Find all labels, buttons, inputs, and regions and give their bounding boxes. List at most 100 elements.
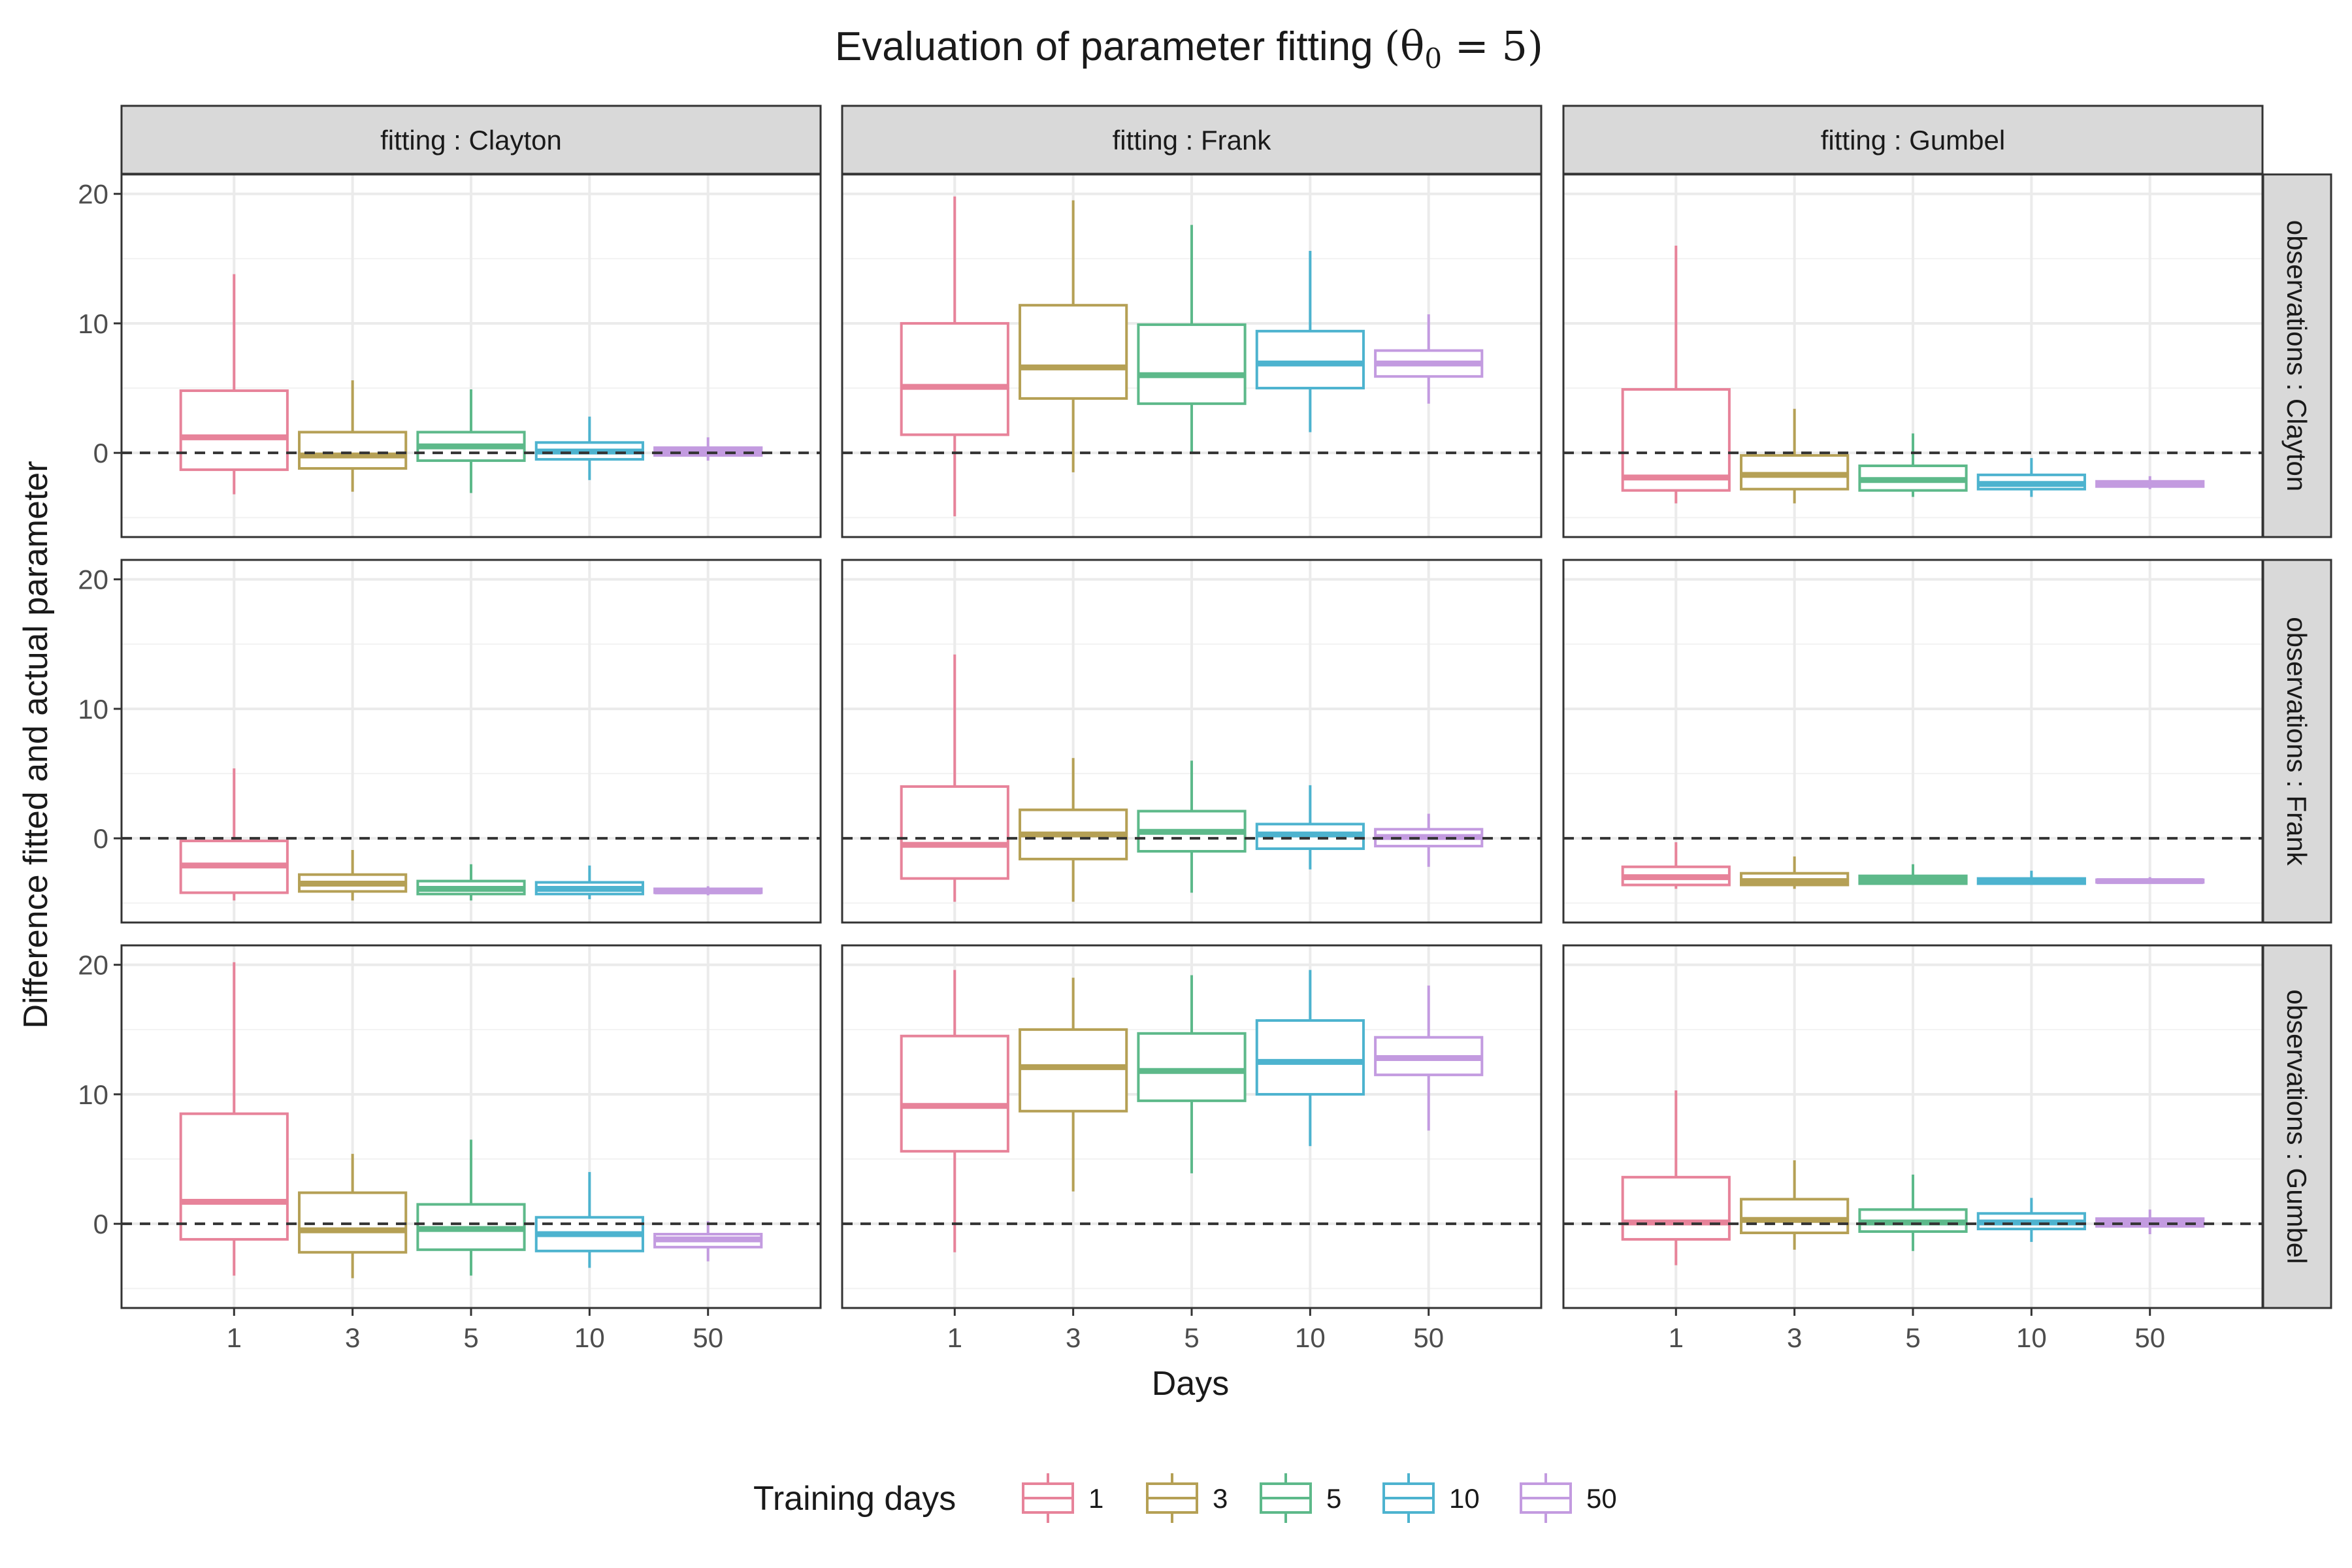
box-3 xyxy=(1740,1160,1850,1250)
box-50 xyxy=(2095,476,2205,489)
legend-item-50: 50 xyxy=(1520,1473,1617,1523)
facet-panels: fitting : Clayton fitting : Frank fitting … xyxy=(78,105,2332,1353)
box-1 xyxy=(900,196,1009,517)
panel-border xyxy=(841,559,1543,924)
x-tick-label: 10 xyxy=(2016,1322,2047,1353)
box-body xyxy=(1137,323,1247,405)
box-10 xyxy=(1255,970,1365,1147)
row-strip-label: observations : Gumbel xyxy=(2281,989,2312,1264)
column-strip: fitting : Clayton xyxy=(120,105,822,175)
x-tick-label: 1 xyxy=(947,1322,962,1353)
y-axis-label: Difference fitted and actual parameter xyxy=(17,461,55,1028)
box-body xyxy=(298,431,408,470)
box-1 xyxy=(1621,246,1731,504)
box-body xyxy=(1019,1028,1128,1113)
x-tick-label: 1 xyxy=(227,1322,242,1353)
column-strip-label: fitting : Frank xyxy=(1113,125,1272,155)
legend-item-label: 50 xyxy=(1586,1483,1617,1514)
facet-panel xyxy=(841,559,1543,924)
box-3 xyxy=(1740,856,1850,889)
chart-title-text: Evaluation of parameter fitting xyxy=(835,24,1384,69)
column-strip-label: fitting : Clayton xyxy=(380,125,562,155)
legend-title: Training days xyxy=(753,1480,956,1518)
legend-item-10: 10 xyxy=(1382,1473,1480,1523)
facet-panel xyxy=(841,173,1543,538)
box-body xyxy=(1740,1198,1850,1235)
legend-item-5: 5 xyxy=(1260,1473,1341,1523)
box-3 xyxy=(298,850,408,901)
box-body xyxy=(900,1034,1009,1153)
box-50 xyxy=(653,886,763,896)
strip-background xyxy=(841,105,1543,175)
legend-item-label: 3 xyxy=(1213,1483,1228,1514)
box-3 xyxy=(1019,758,1128,902)
panel-border xyxy=(1562,173,2264,538)
legend-item-3: 3 xyxy=(1146,1473,1228,1523)
facet-panel: 0 10 20 1 3 5 10 50 xyxy=(78,944,822,1353)
box-10 xyxy=(1255,785,1365,870)
column-strip: fitting : Gumbel xyxy=(1562,105,2264,175)
box-5 xyxy=(1858,864,1968,885)
box-5 xyxy=(1858,433,1968,497)
box-1 xyxy=(1621,842,1731,889)
box-body xyxy=(1621,388,1731,492)
x-tick-label: 3 xyxy=(1066,1322,1081,1353)
legend-item-label: 1 xyxy=(1088,1483,1103,1514)
box-5 xyxy=(416,389,526,493)
legend-item-label: 10 xyxy=(1449,1483,1480,1514)
box-10 xyxy=(1976,458,2086,497)
chart-title-math-end: = 5) xyxy=(1442,22,1543,70)
legend-item-label: 5 xyxy=(1326,1483,1341,1514)
box-3 xyxy=(1019,200,1128,472)
y-tick-label: 10 xyxy=(78,1079,108,1110)
box-50 xyxy=(653,1221,763,1262)
panel-border xyxy=(120,173,822,538)
box-3 xyxy=(298,380,408,492)
box-body xyxy=(1255,329,1365,390)
box-5 xyxy=(1137,225,1247,453)
facet-panel xyxy=(1562,559,2264,924)
x-tick-label: 50 xyxy=(1413,1322,1444,1353)
box-body xyxy=(900,321,1009,436)
row-strip-label: observations : Clayton xyxy=(2281,220,2312,492)
x-tick-label: 10 xyxy=(574,1322,605,1353)
box-1 xyxy=(900,654,1009,902)
row-strip: observations : Clayton xyxy=(2262,173,2332,538)
box-body xyxy=(1019,304,1128,400)
box-body xyxy=(179,1112,289,1241)
x-tick-label: 50 xyxy=(2134,1322,2165,1353)
strip-background xyxy=(120,105,822,175)
box-5 xyxy=(1137,975,1247,1173)
box-50 xyxy=(1374,985,1484,1131)
y-tick-label: 0 xyxy=(93,823,108,854)
facet-panel: 1 3 5 10 50 xyxy=(1562,944,2264,1353)
x-tick-label: 3 xyxy=(1787,1322,1802,1353)
x-tick-label: 5 xyxy=(463,1322,478,1353)
facet-panel: 0 10 20 xyxy=(78,173,822,538)
row-strip: observations : Frank xyxy=(2262,559,2332,924)
x-tick-label: 1 xyxy=(1669,1322,1684,1353)
box-10 xyxy=(534,865,644,900)
box-body xyxy=(1137,1032,1247,1102)
panel-border xyxy=(841,173,1543,538)
chart-title: Evaluation of parameter fitting (θ0 = 5) xyxy=(835,22,1543,74)
x-axis-label: Days xyxy=(1152,1365,1229,1403)
chart-title-subscript: 0 xyxy=(1424,42,1442,74)
strip-background xyxy=(1562,105,2264,175)
column-strip: fitting : Frank xyxy=(841,105,1543,175)
y-tick-label: 20 xyxy=(78,564,108,595)
legend: Training days 1 3 5 10 50 xyxy=(753,1473,1617,1523)
row-strip-label: observations : Frank xyxy=(2281,617,2312,866)
x-tick-label: 5 xyxy=(1184,1322,1199,1353)
box-50 xyxy=(1374,314,1484,404)
box-body xyxy=(1621,1175,1731,1241)
strip-background xyxy=(2262,559,2332,924)
x-tick-label: 5 xyxy=(1905,1322,1920,1353)
box-10 xyxy=(1976,870,2086,885)
y-tick-label: 0 xyxy=(93,438,108,468)
box-10 xyxy=(1255,250,1365,433)
x-tick-label: 50 xyxy=(693,1322,723,1353)
facet-panel: 0 10 20 xyxy=(78,559,822,924)
box-50 xyxy=(2095,877,2205,885)
